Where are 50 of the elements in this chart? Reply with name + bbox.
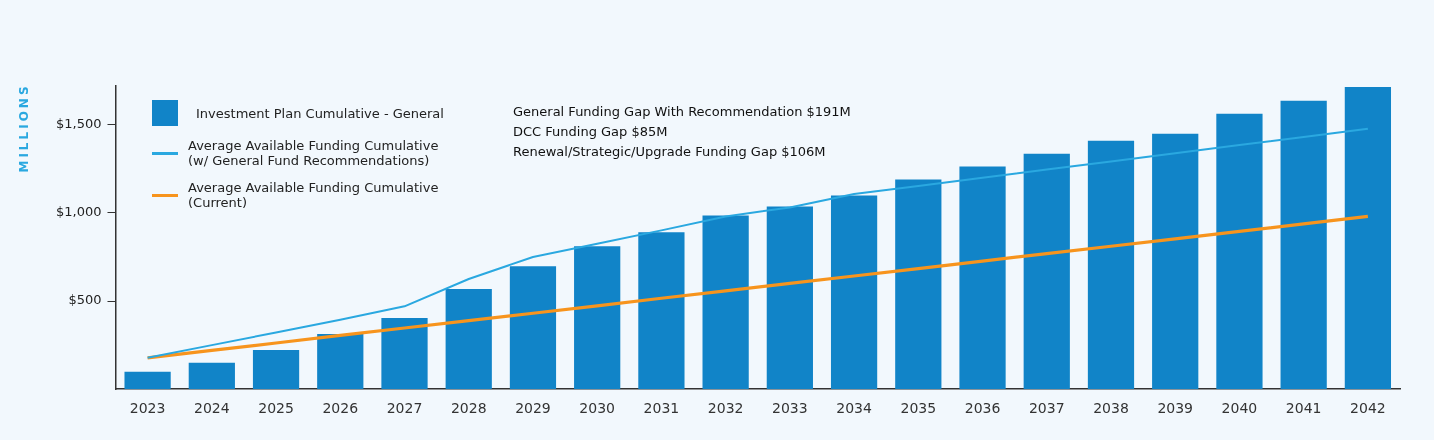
bar [766, 206, 813, 390]
bar [638, 232, 685, 390]
x-tick-label: 2033 [772, 400, 808, 417]
y-axis-title: MILLIONS [17, 83, 31, 173]
bar [445, 289, 492, 390]
bar [381, 317, 428, 390]
bar [1280, 100, 1327, 390]
bar [188, 362, 235, 390]
legend-label: Investment Plan Cumulative - General [196, 105, 444, 121]
bar [509, 266, 557, 390]
bar [124, 371, 171, 390]
x-tick-label: 2026 [322, 400, 359, 417]
bar [830, 195, 878, 390]
x-tick-label: 2041 [1285, 400, 1322, 417]
annotation: General Funding Gap With Recommendation $191M [513, 103, 851, 121]
y-tick-label: $1,000 [55, 204, 102, 220]
x-tick-label: 2027 [386, 400, 423, 417]
x-tick-label: 2023 [129, 400, 166, 417]
x-tick-label: 2031 [643, 400, 680, 417]
x-tick-label: 2030 [579, 400, 615, 417]
bar [702, 215, 749, 390]
x-tick-label: 2034 [836, 400, 872, 417]
bar [1152, 133, 1199, 390]
x-tick-label: 2032 [707, 400, 744, 417]
x-tick-label: 2039 [1157, 400, 1194, 417]
x-tick-label: 2037 [1028, 400, 1065, 417]
bar [317, 334, 364, 390]
legend-label: Average Available Funding Cumulative (Current) [188, 180, 439, 210]
bar [1087, 140, 1135, 390]
x-tick-label: 2036 [964, 400, 1001, 417]
x-tick-label: 2042 [1350, 400, 1386, 417]
legend-label: Average Available Funding Cumulative (w/ General Fund Recommendations) [188, 138, 439, 168]
bar [959, 166, 1006, 390]
x-tick-label: 2040 [1221, 400, 1258, 417]
bar [574, 246, 621, 390]
y-tick-label: $1,500 [55, 116, 102, 132]
x-tick-label: 2029 [515, 400, 551, 417]
x-tick-label: 2028 [450, 400, 487, 417]
bar [1023, 153, 1070, 390]
bar [1216, 113, 1263, 390]
x-tick-label: 2038 [1093, 400, 1129, 417]
bar [895, 179, 942, 390]
bar [252, 349, 300, 390]
bar [1344, 86, 1392, 390]
annotation: Renewal/Strategic/Upgrade Funding Gap $106M [513, 143, 827, 161]
x-tick-label: 2035 [900, 400, 937, 417]
x-tick-label: 2024 [194, 400, 230, 417]
y-tick-label: $500 [68, 292, 102, 308]
x-tick-label: 2025 [258, 400, 294, 417]
annotation: DCC Funding Gap $85M [513, 123, 669, 141]
